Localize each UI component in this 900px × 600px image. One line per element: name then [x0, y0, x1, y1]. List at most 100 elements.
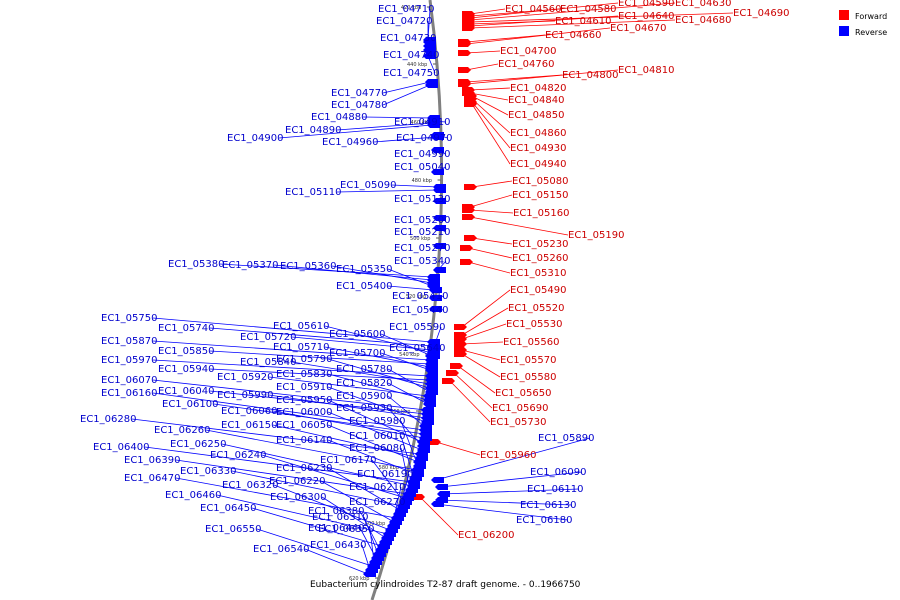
gene-label: EC1_06250 [170, 439, 226, 450]
gene-label: EC1_06310 [312, 512, 368, 523]
leader-line [461, 341, 504, 345]
gene-label: EC1_06110 [527, 484, 583, 495]
gene-label: EC1_04750 [383, 68, 439, 79]
leader-line [387, 395, 425, 427]
gene-label: EC1_04970 [396, 133, 452, 144]
gene-label: EC1_04740 [383, 50, 439, 61]
gene-label: EC1_05440 [392, 305, 448, 316]
leader-line [387, 368, 431, 393]
gene-label: EC1_06230 [276, 463, 332, 474]
gene-label: EC1_06270 [349, 497, 405, 508]
tick-label: 440 kbp [407, 62, 427, 68]
gene-label: EC1_04820 [510, 83, 566, 94]
forward-gene-arrow [458, 50, 471, 56]
leader-line [219, 263, 433, 278]
leader-line [449, 380, 491, 423]
gene-label: EC1_05850 [158, 346, 214, 357]
reverse-gene-arrow [429, 287, 442, 293]
leader-line [453, 372, 493, 409]
gene-label: EC1_04990 [394, 149, 450, 160]
forward-gene-arrow [464, 101, 477, 107]
leader-line [152, 359, 431, 377]
forward-gene-arrow [450, 363, 463, 369]
gene-label: EC1_05590 [389, 322, 445, 333]
gene-label: EC1_06160 [101, 388, 157, 399]
reverse-gene-arrow [433, 187, 446, 193]
gene-label: EC1_06080 [349, 443, 405, 454]
leader-line [441, 488, 580, 495]
reverse-gene-arrow [433, 267, 446, 273]
leader-line [471, 95, 509, 116]
label-leader-lines [131, 2, 734, 575]
gene-label: EC1_04780 [331, 100, 387, 111]
leader-line [471, 103, 511, 165]
gene-label: EC1_04960 [322, 137, 378, 148]
reverse-gene-arrow [423, 401, 436, 407]
tick-marks: 420 kbp 440 kbp 460 kbp 480 kbp 500 kbp 520 k… [349, 5, 441, 582]
gene-label: EC1_04580 [560, 4, 616, 15]
gene-label: EC1_06440 [308, 523, 364, 534]
gene-label: EC1_04930 [510, 143, 566, 154]
forward-gene-arrow [458, 67, 471, 73]
reverse-gene-arrow [433, 198, 446, 204]
leader-line [471, 237, 513, 245]
leader-line [327, 358, 431, 389]
leader-line [469, 2, 619, 19]
gene-label: EC1_05920 [217, 372, 273, 383]
reverse-gene-arrow [437, 491, 450, 497]
gene-label: EC1_05370 [222, 260, 278, 271]
leader-line [152, 379, 427, 411]
map-caption: Eubacterium cylindroides T2-87 draft gen… [310, 580, 581, 590]
leader-line [469, 8, 506, 15]
gene-label: EC1_06070 [101, 375, 157, 386]
gene-label: EC1_05780 [336, 364, 392, 375]
gene-label: EC1_05560 [503, 337, 559, 348]
gene-label: EC1_06170 [320, 455, 376, 466]
forward-gene-arrow [458, 41, 471, 47]
gene-label: EC1_04840 [508, 95, 564, 106]
leader-line [152, 317, 433, 343]
gene-label: EC1_04770 [331, 88, 387, 99]
gene-label: EC1_06100 [162, 399, 218, 410]
leader-line [327, 439, 417, 475]
leader-line [261, 454, 407, 499]
leader-line [327, 386, 427, 423]
reverse-gene-arrow [431, 147, 444, 153]
gene-label: EC1_06540 [253, 544, 309, 555]
leader-line [461, 349, 501, 361]
gene-label: EC1_05360 [280, 261, 336, 272]
leader-line [469, 194, 513, 208]
leader-line [251, 507, 383, 547]
legend: Forward Reverse [839, 10, 887, 37]
leader-line [461, 289, 511, 328]
leader-line [152, 392, 425, 431]
gene-label: EC1_04900 [227, 133, 283, 144]
reverse-gene-arrow [425, 353, 438, 359]
gene-label: EC1_06550 [205, 524, 261, 535]
gene-label: EC1_04850 [508, 110, 564, 121]
gene-label: EC1_06040 [158, 386, 214, 397]
gene-label: EC1_05980 [349, 416, 405, 427]
gene-label: EC1_05160 [513, 208, 569, 219]
leader-line [439, 471, 583, 488]
gene-label: EC1_05040 [394, 162, 450, 173]
forward-gene-arrow [464, 235, 477, 241]
leader-line [469, 2, 676, 21]
gene-label: EC1_06260 [154, 425, 210, 436]
gene-label: EC1_06380 [308, 506, 364, 517]
leader-line [435, 503, 569, 521]
forward-gene-arrow [446, 370, 459, 376]
leader-line [465, 69, 619, 85]
gene-label: EC1_05720 [240, 332, 296, 343]
forward-gene-arrow [454, 341, 467, 347]
leader-line [387, 268, 433, 287]
gene-label: EC1_06010 [349, 431, 405, 442]
forward-gene-arrow [454, 336, 467, 342]
leader-line [327, 467, 401, 511]
gene-label: EC1_05870 [101, 336, 157, 347]
leader-line [256, 528, 373, 567]
leader-line [439, 499, 573, 506]
gene-label: EC1_04910 [394, 117, 450, 128]
leader-line [465, 63, 499, 71]
reverse-gene-arrow [433, 225, 446, 231]
